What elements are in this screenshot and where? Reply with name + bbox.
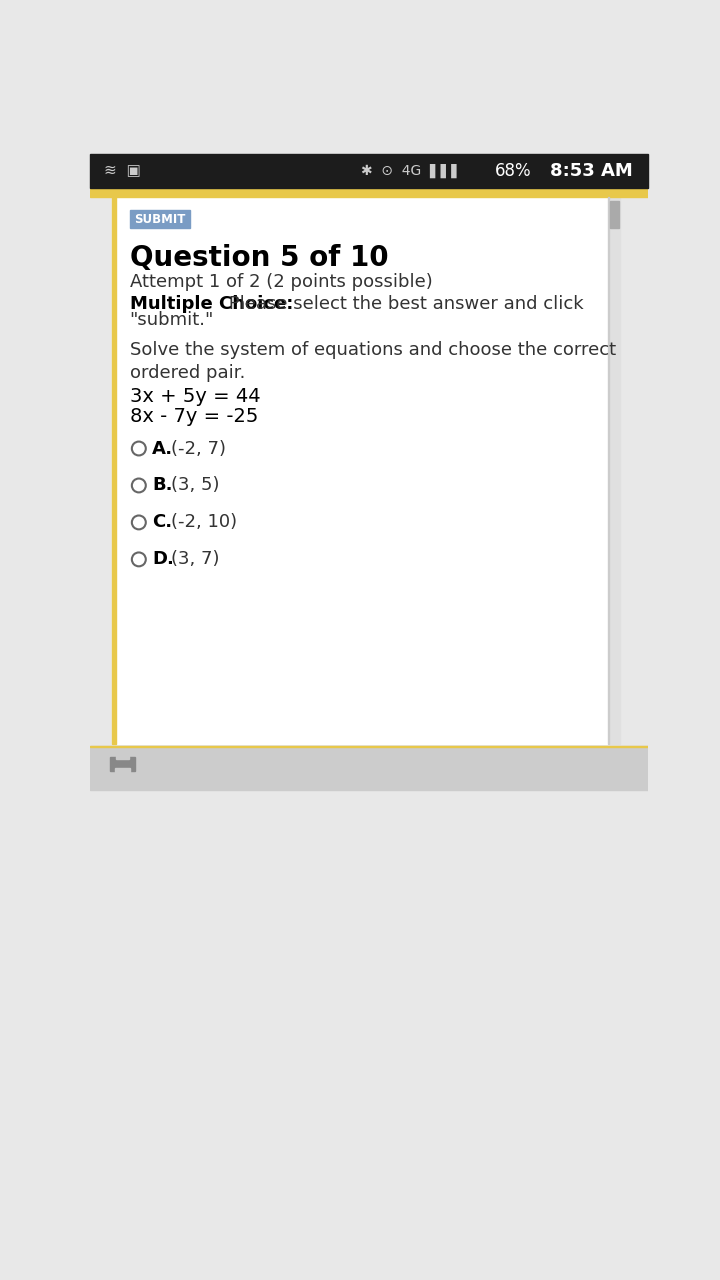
Bar (609, 197, 620, 744)
Text: B.: B. (152, 476, 173, 494)
Text: Solve the system of equations and choose the correct
ordered pair.: Solve the system of equations and choose… (130, 340, 616, 383)
Bar (130, 210, 190, 228)
Bar (114, 768, 130, 776)
Bar (608, 197, 609, 744)
Bar (90, 188, 648, 197)
Text: C.: C. (152, 513, 172, 531)
Text: "submit.": "submit." (130, 311, 214, 329)
Bar (110, 758, 135, 771)
Bar (90, 154, 648, 188)
Bar (112, 197, 609, 744)
Bar (90, 746, 648, 790)
Text: ≋  ▣: ≋ ▣ (104, 164, 141, 178)
Text: A.: A. (152, 439, 173, 457)
Text: 8x - 7y = -25: 8x - 7y = -25 (130, 407, 258, 426)
Bar (90, 746, 648, 748)
Text: Multiple Choice:: Multiple Choice: (130, 294, 293, 312)
Text: Attempt 1 of 2 (2 points possible): Attempt 1 of 2 (2 points possible) (130, 273, 432, 291)
Text: 8:53 AM: 8:53 AM (550, 163, 632, 180)
Text: 3x + 5y = 44: 3x + 5y = 44 (130, 387, 260, 406)
Text: D.: D. (152, 550, 174, 568)
Text: ✱  ⊙  4G  ▌▌▌: ✱ ⊙ 4G ▌▌▌ (361, 164, 462, 178)
Text: 68%: 68% (495, 163, 532, 180)
Text: Please select the best answer and click: Please select the best answer and click (222, 294, 583, 312)
Bar (112, 197, 116, 744)
Text: (3, 5): (3, 5) (171, 476, 219, 494)
Text: (3, 7): (3, 7) (171, 550, 219, 568)
Text: Question 5 of 10: Question 5 of 10 (130, 243, 388, 271)
Bar (117, 751, 129, 759)
Text: (-2, 7): (-2, 7) (171, 439, 225, 457)
Text: SUBMIT: SUBMIT (134, 212, 186, 225)
Bar (610, 201, 619, 228)
Text: (-2, 10): (-2, 10) (171, 513, 237, 531)
